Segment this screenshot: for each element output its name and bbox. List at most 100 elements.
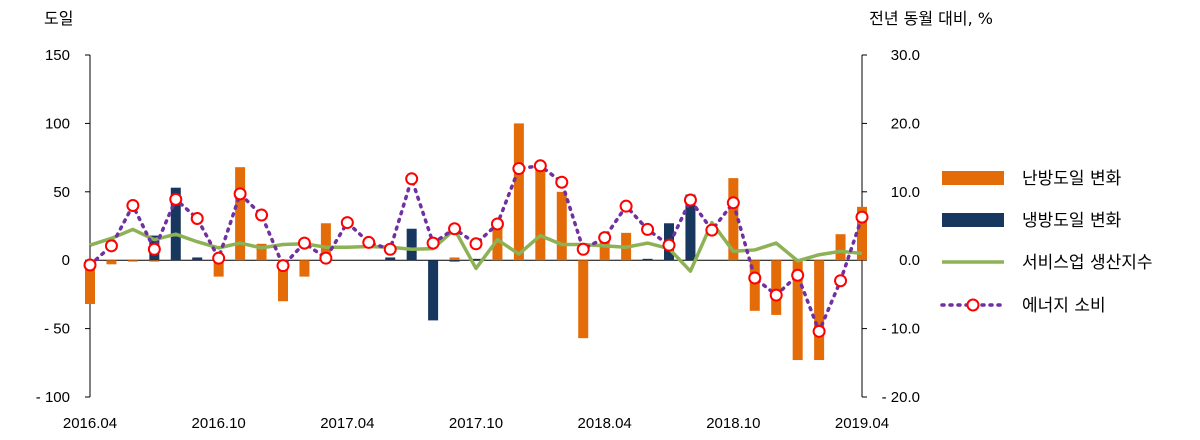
heating-degree-day-bar: [535, 167, 546, 261]
cooling-degree-day-bar: [406, 228, 417, 261]
x-tick-label: 2018.04: [578, 415, 632, 432]
energy-consumption-marker: [834, 274, 848, 288]
energy-consumption-marker: [340, 216, 354, 230]
cooling-degree-day-bar: [192, 257, 203, 261]
heating-degree-day-bar: [556, 191, 567, 261]
energy-consumption-marker: [104, 239, 118, 253]
heating-degree-day-bar: [278, 260, 288, 302]
heating-degree-day-bar: [857, 206, 867, 261]
right-tick-label: 20.0: [891, 115, 920, 132]
heating-degree-day-bar: [749, 260, 760, 311]
left-axis: 150 100 50 0 - 50 - 100: [36, 47, 91, 406]
legend-label: 서비스업 생산지수: [1022, 253, 1153, 273]
legend-item: 냉방도일 변화: [942, 211, 1122, 231]
x-tick-label: 2019.04: [835, 415, 889, 432]
energy-consumption-marker: [190, 211, 204, 225]
legend-marker: [966, 298, 980, 312]
heating-degree-day-bar: [835, 234, 846, 261]
left-tick-label: - 100: [36, 389, 70, 406]
cooling-degree-day-bar: [385, 257, 396, 261]
energy-consumption-marker: [169, 192, 183, 206]
right-axis-title: 전년 동월 대비, %: [869, 9, 993, 28]
cooling-degree-day-bar: [428, 260, 439, 321]
energy-consumption-marker: [705, 223, 719, 237]
legend-item: 난방도일 변화: [942, 169, 1122, 189]
energy-consumption-marker: [490, 217, 504, 231]
heating-degree-day-bar: [814, 260, 825, 361]
energy-consumption-marker: [641, 222, 655, 236]
legend-item: 에너지 소비: [940, 296, 1106, 316]
right-tick-label: - 20.0: [882, 389, 920, 406]
energy-consumption-marker: [855, 210, 869, 224]
x-tick-label: 2016.04: [63, 415, 117, 432]
legend-label: 에너지 소비: [1022, 296, 1106, 316]
energy-consumption-marker: [598, 231, 612, 245]
legend-item: 서비스업 생산지수: [942, 253, 1153, 273]
left-tick-label: 0: [62, 252, 70, 269]
heating-degree-day-bar: [320, 223, 331, 261]
energy-consumption-marker: [769, 288, 783, 302]
energy-consumption-marker: [812, 324, 826, 338]
heating-degree-day-bar: [106, 260, 117, 265]
energy-consumption-marker: [426, 236, 440, 250]
energy-consumption-marker: [362, 235, 376, 249]
energy-consumption-marker: [555, 175, 569, 189]
energy-consumption-marker: [233, 187, 247, 201]
energy-consumption-marker: [83, 258, 97, 272]
heating-degree-day-bar: [299, 260, 310, 277]
heating-degree-day-bar: [728, 178, 739, 261]
x-axis: 2016.04 2016.10 2017.04 2017.10 2018.04 2018.…: [63, 259, 889, 432]
heating-degree-day-bar: [127, 260, 138, 262]
x-tick-label: 2017.10: [449, 415, 503, 432]
energy-consumption-marker: [533, 159, 547, 173]
legend-swatch: [942, 213, 1004, 227]
energy-consumption-marker: [212, 251, 226, 265]
energy-consumption-marker: [383, 242, 397, 256]
cooling-degree-day-bar: [170, 187, 181, 261]
right-tick-label: - 10.0: [882, 321, 920, 338]
heating-degree-day-bar: [256, 243, 267, 261]
line-series: [83, 159, 869, 338]
left-tick-label: - 50: [44, 321, 70, 338]
service-production-line: [89, 220, 863, 273]
x-tick-label: 2017.04: [320, 415, 374, 432]
legend-label: 냉방도일 변화: [1022, 211, 1122, 231]
legend-label: 난방도일 변화: [1022, 169, 1122, 189]
left-axis-title: 도일: [44, 9, 73, 28]
energy-consumption-marker: [683, 193, 697, 207]
heating-degree-day-bar: [599, 239, 610, 261]
energy-consumption-marker: [662, 238, 676, 252]
energy-consumption-marker: [147, 242, 161, 256]
energy-consumption-marker: [791, 268, 805, 282]
cooling-degree-day-bar: [449, 260, 460, 262]
energy-consumption-marker: [576, 242, 590, 256]
energy-consumption-marker: [255, 208, 269, 222]
cooling-degree-day-bar: [685, 194, 696, 261]
heating-degree-day-bar: [513, 123, 524, 261]
heating-degree-day-bar: [449, 257, 460, 261]
cooling-degree-day-bar: [471, 258, 481, 261]
energy-consumption-marker: [297, 236, 311, 250]
heating-degree-day-bar: [85, 260, 95, 304]
heating-degree-day-bar: [578, 260, 589, 339]
heating-degree-day-bar: [213, 260, 224, 277]
x-tick-label: 2016.10: [192, 415, 246, 432]
left-tick-label: 100: [45, 115, 70, 132]
energy-consumption-marker: [405, 172, 419, 186]
right-tick-label: 10.0: [891, 184, 920, 201]
energy-consumption-marker: [319, 251, 333, 265]
right-tick-label: 30.0: [891, 47, 920, 64]
energy-consumption-marker: [726, 196, 740, 210]
energy-consumption-marker: [512, 162, 526, 176]
left-tick-label: 150: [45, 47, 70, 64]
energy-consumption-marker: [448, 222, 462, 236]
x-tick-label: 2018.10: [706, 415, 760, 432]
energy-consumption-marker: [276, 259, 290, 273]
right-axis: 30.0 20.0 10.0 0.0 - 10.0 - 20.0: [861, 47, 920, 406]
energy-consumption-marker: [126, 198, 140, 212]
right-tick-label: 0.0: [899, 252, 920, 269]
left-tick-label: 50: [53, 184, 70, 201]
cooling-degree-day-bar: [642, 258, 653, 261]
